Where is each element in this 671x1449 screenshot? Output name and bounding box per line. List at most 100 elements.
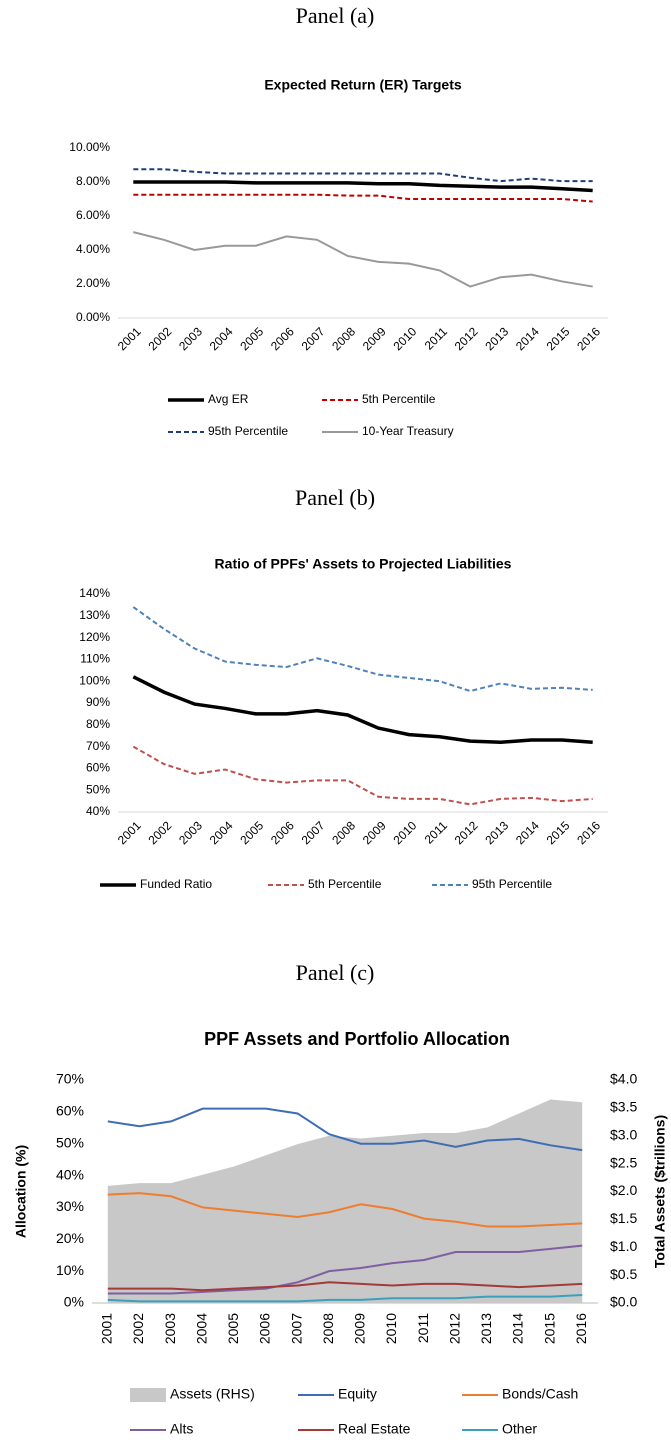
y-tick-label: 80% [86, 717, 110, 731]
y2-axis-title: Total Assets ($trillions) [652, 1115, 668, 1268]
x-tick-label: 2014 [510, 1313, 526, 1344]
y2-tick-label: $4.0 [610, 1071, 637, 1087]
x-tick-label: 2008 [320, 1313, 336, 1344]
x-tick-label: 2001 [99, 1313, 115, 1344]
line [107, 1244, 583, 1295]
y-tick-label: 130% [79, 608, 110, 622]
panel-label: Panel (a) [296, 3, 375, 28]
legend-label: 95th Percentile [472, 877, 552, 891]
panel-label: Panel (c) [296, 960, 375, 985]
y2-tick-label: $1.5 [610, 1210, 637, 1226]
line [133, 193, 593, 203]
x-tick-label: 2011 [415, 1313, 431, 1343]
y2-tick-label: $1.0 [610, 1238, 637, 1254]
x-tick-label: 2001 [115, 324, 144, 353]
y-tick-label: 8.00% [76, 174, 110, 188]
x-tick-label: 2001 [115, 818, 144, 847]
y-tick-label: 10.00% [69, 140, 110, 154]
y-tick-label: 100% [79, 673, 110, 687]
x-tick-label: 2012 [452, 818, 481, 847]
x-tick-label: 2003 [176, 324, 205, 353]
x-tick-label: 2007 [299, 324, 328, 353]
x-tick-label: 2013 [478, 1313, 494, 1344]
legend-label: Bonds/Cash [502, 1386, 578, 1402]
legend-label: 95th Percentile [208, 424, 288, 438]
y-tick-label: 50% [56, 1134, 84, 1150]
line [107, 1192, 583, 1228]
x-tick-label: 2016 [573, 1313, 589, 1344]
legend-swatch [130, 1388, 166, 1402]
x-tick-label: 2004 [207, 818, 236, 847]
legend-label: Assets (RHS) [170, 1386, 255, 1402]
y2-tick-label: $0.5 [610, 1266, 637, 1282]
x-tick-label: 2008 [329, 324, 358, 353]
x-tick-label: 2012 [446, 1313, 462, 1344]
x-tick-label: 2010 [391, 324, 420, 353]
y-tick-label: 140% [79, 586, 110, 600]
legend-label: Equity [338, 1386, 377, 1402]
x-tick-label: 2010 [391, 818, 420, 847]
x-tick-label: 2014 [513, 324, 542, 353]
y2-tick-label: $0.0 [610, 1294, 637, 1310]
line [107, 1294, 583, 1303]
x-tick-label: 2014 [513, 818, 542, 847]
legend-label: Other [502, 1421, 537, 1437]
y-tick-label: 0.00% [76, 310, 110, 324]
x-tick-label: 2005 [237, 324, 266, 353]
line [133, 180, 593, 193]
y-tick-label: 60% [86, 761, 110, 775]
line [107, 1281, 583, 1292]
y-tick-label: 90% [86, 695, 110, 709]
x-tick-label: 2012 [452, 324, 481, 353]
legend-label: 10-Year Treasury [362, 424, 454, 438]
y2-tick-label: $2.5 [610, 1154, 637, 1170]
x-tick-label: 2002 [146, 818, 175, 847]
x-tick-label: 2011 [422, 818, 450, 846]
y-tick-label: 50% [86, 782, 110, 796]
x-tick-label: 2004 [207, 324, 236, 353]
x-tick-label: 2005 [225, 1313, 241, 1344]
x-tick-label: 2013 [482, 324, 511, 353]
x-tick-label: 2007 [288, 1313, 304, 1344]
x-tick-label: 2016 [574, 818, 603, 847]
chart-title: Expected Return (ER) Targets [264, 77, 462, 93]
y2-tick-label: $3.0 [610, 1126, 637, 1142]
x-tick-label: 2015 [541, 1313, 557, 1344]
y2-tick-label: $3.5 [610, 1099, 637, 1115]
y2-tick-label: $2.0 [610, 1182, 637, 1198]
legend-label: Alts [170, 1421, 193, 1437]
x-tick-label: 2006 [257, 1313, 273, 1344]
y-tick-label: 110% [80, 652, 110, 666]
y-tick-label: 70% [56, 1071, 84, 1087]
x-tick-label: 2009 [360, 324, 389, 353]
x-tick-label: 2015 [544, 324, 573, 353]
y-axis-title: Allocation (%) [13, 1145, 29, 1238]
x-tick-label: 2004 [193, 1313, 209, 1344]
x-tick-label: 2009 [360, 818, 389, 847]
x-tick-label: 2013 [482, 818, 511, 847]
y-tick-label: 60% [56, 1103, 84, 1119]
x-tick-label: 2002 [146, 324, 175, 353]
y-tick-label: 40% [86, 804, 110, 818]
line [132, 745, 593, 806]
y-tick-label: 40% [56, 1166, 84, 1182]
y-tick-label: 0% [64, 1294, 84, 1310]
line [107, 1107, 583, 1152]
x-tick-label: 2003 [162, 1313, 178, 1344]
y-tick-label: 6.00% [76, 208, 110, 222]
y-tick-label: 4.00% [76, 242, 110, 256]
x-tick-label: 2015 [544, 818, 573, 847]
area [107, 1099, 583, 1303]
legend-label: 5th Percentile [308, 877, 382, 891]
x-tick-label: 2005 [237, 818, 266, 847]
legend-label: Avg ER [208, 392, 249, 406]
y-tick-label: 20% [56, 1230, 84, 1246]
x-tick-label: 2003 [176, 818, 205, 847]
y-tick-label: 10% [56, 1262, 84, 1278]
x-tick-label: 2008 [329, 818, 358, 847]
x-tick-label: 2006 [268, 324, 297, 353]
x-tick-label: 2010 [383, 1313, 399, 1344]
y-tick-label: 30% [56, 1198, 84, 1214]
x-tick-label: 2007 [299, 818, 328, 847]
chart-title: Ratio of PPFs' Assets to Projected Liabi… [215, 556, 512, 572]
